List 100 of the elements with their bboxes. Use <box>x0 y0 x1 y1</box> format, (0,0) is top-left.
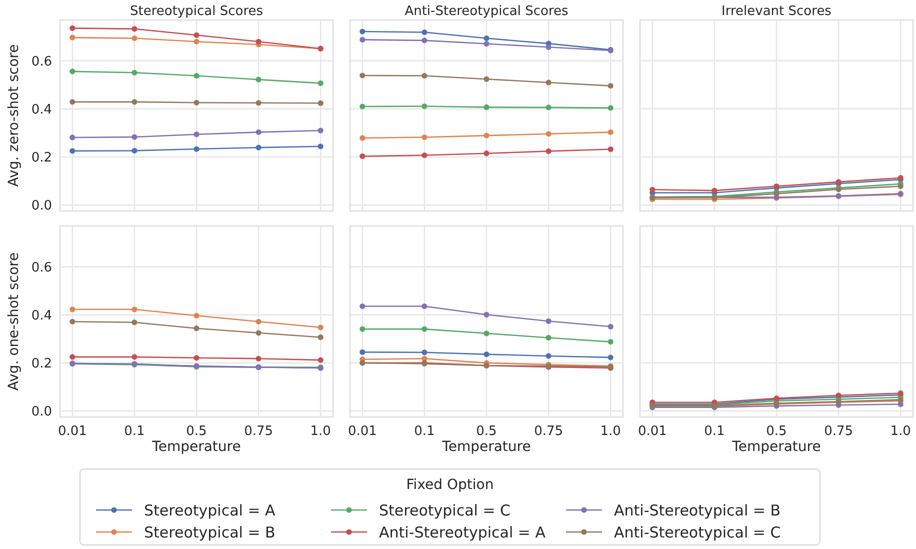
point <box>608 354 614 360</box>
point <box>132 320 138 326</box>
x-tick-label: 1.0 <box>600 424 621 439</box>
y-axis-title: Avg. one-shot score <box>6 252 22 391</box>
point <box>194 146 200 152</box>
point <box>484 35 490 42</box>
point <box>484 132 490 138</box>
chart-title: Stereotypical Scores <box>130 4 264 19</box>
point <box>650 186 656 192</box>
point <box>546 44 552 50</box>
y-axis-title: Avg. zero-shot score <box>6 44 22 187</box>
y-tick-label: 0.4 <box>31 102 52 118</box>
point <box>256 330 262 336</box>
point <box>360 303 366 310</box>
point <box>546 334 552 341</box>
point <box>484 150 490 156</box>
point <box>422 350 428 356</box>
point <box>546 80 552 86</box>
point <box>546 131 552 137</box>
point <box>70 25 76 31</box>
point <box>608 105 614 111</box>
point <box>70 318 76 324</box>
legend-label: Stereotypical = A <box>144 501 276 520</box>
point <box>256 318 262 324</box>
point <box>194 72 200 79</box>
point <box>608 83 614 89</box>
legend-label: Stereotypical = C <box>379 501 511 520</box>
point <box>422 103 428 110</box>
point <box>132 148 138 154</box>
y-tick-label: 0.2 <box>31 150 52 166</box>
point <box>70 99 76 105</box>
point <box>360 349 366 355</box>
point <box>484 351 490 358</box>
x-tick-label: 0.5 <box>186 424 207 439</box>
point <box>360 104 366 110</box>
x-tick-label: 1.0 <box>890 424 911 439</box>
x-tick-label: 0.1 <box>124 424 145 439</box>
point <box>360 28 366 34</box>
point <box>70 306 76 312</box>
legend-label: Anti-Stereotypical = C <box>614 523 781 542</box>
point <box>70 148 76 154</box>
point <box>546 353 552 359</box>
point <box>318 128 324 134</box>
point <box>422 326 428 332</box>
chart-title: Anti-Stereotypical Scores <box>404 4 569 19</box>
y-tick-label: 0.4 <box>31 308 52 324</box>
x-axis-title: Temperature <box>441 439 531 455</box>
point <box>360 36 366 42</box>
point <box>132 134 138 140</box>
point <box>608 324 614 330</box>
point <box>256 144 262 150</box>
point <box>608 146 614 152</box>
x-tick-label: 1.0 <box>310 424 331 439</box>
x-axis-title: Temperature <box>151 439 241 455</box>
point <box>194 312 200 318</box>
y-tick-label: 0.2 <box>31 356 52 372</box>
point <box>360 326 366 332</box>
y-tick-label: 0.6 <box>31 260 52 276</box>
point <box>484 104 490 110</box>
point <box>422 152 428 158</box>
point <box>256 100 262 106</box>
legend-label: Anti-Stereotypical = B <box>614 501 781 520</box>
point <box>318 144 324 150</box>
chart-title: Irrelevant Scores <box>722 4 832 19</box>
x-tick-label: 0.01 <box>348 424 377 439</box>
point <box>422 72 428 79</box>
legend-label: Anti-Stereotypical = A <box>379 523 546 542</box>
point <box>256 76 262 82</box>
point <box>422 134 428 140</box>
y-tick-label: 0.0 <box>31 404 52 420</box>
point <box>608 129 614 135</box>
point <box>546 104 552 110</box>
point <box>484 76 490 82</box>
x-tick-label: 0.1 <box>704 424 725 439</box>
x-tick-label: 0.75 <box>824 424 854 439</box>
x-tick-label: 0.75 <box>534 424 564 439</box>
x-tick-label: 0.5 <box>766 424 787 439</box>
point <box>132 99 138 105</box>
point <box>318 357 324 363</box>
x-tick-label: 0.01 <box>638 424 667 439</box>
point <box>484 312 490 318</box>
y-tick-label: 0.6 <box>31 54 52 70</box>
legend-title: Fixed Option <box>406 477 494 493</box>
x-tick-label: 0.5 <box>476 424 497 439</box>
point <box>712 188 718 194</box>
point <box>132 306 138 312</box>
point <box>132 35 138 42</box>
x-tick-label: 0.1 <box>414 424 435 439</box>
point <box>422 303 428 310</box>
point <box>132 354 138 360</box>
point <box>194 38 200 44</box>
point <box>360 135 366 141</box>
point <box>898 183 904 190</box>
x-tick-label: 0.75 <box>244 424 274 439</box>
point <box>318 80 324 86</box>
point <box>70 134 76 140</box>
point <box>70 34 76 40</box>
point <box>194 132 200 138</box>
x-axis-title: Temperature <box>731 439 821 455</box>
point <box>484 330 490 336</box>
